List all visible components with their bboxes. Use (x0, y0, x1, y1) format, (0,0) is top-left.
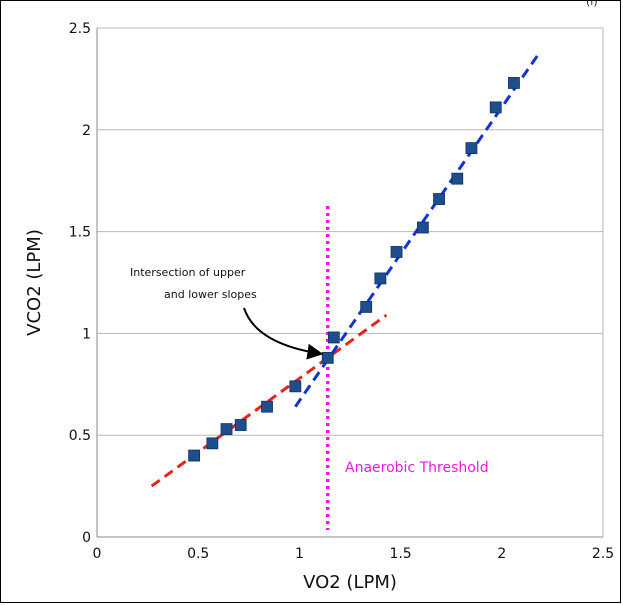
x-tick-label: 0.5 (187, 546, 209, 562)
data-point (508, 77, 520, 89)
grid (97, 27, 603, 436)
annotation-label: Intersection of upper (130, 266, 246, 279)
data-point (261, 400, 273, 413)
data-point (206, 437, 219, 450)
annotations: Intersection of upper and lower slopes Ana… (130, 266, 489, 476)
data-point (188, 449, 201, 462)
data-point (374, 272, 387, 285)
data-point (327, 331, 340, 344)
y-tick-label: 0 (82, 530, 91, 546)
annotation-label: and lower slopes (164, 288, 257, 301)
threshold-label: Anaerobic Threshold (345, 460, 489, 476)
y-tick-label: 0.5 (69, 428, 91, 444)
data-point (321, 351, 334, 364)
x-tick-label: 0 (93, 546, 102, 562)
data-point (489, 101, 502, 114)
y-tick-label: 2 (82, 123, 91, 139)
data-point (390, 246, 403, 258)
data-point (465, 142, 478, 155)
data-points (188, 77, 520, 462)
data-point (234, 419, 247, 431)
x-tick-label: 1 (295, 546, 304, 562)
y-axis-title: VCO2 (LPM) (24, 229, 45, 336)
data-point (433, 193, 445, 205)
corner-mark: (i) (586, 0, 598, 8)
x-tick-label: 1.5 (389, 546, 411, 562)
tick-labels: 0 0.5 1 1.5 2 2.5 0 0.5 1 1.5 2 2.5 (69, 21, 614, 562)
data-point (451, 172, 464, 185)
y-tick-label: 1 (82, 326, 91, 342)
x-tick-label: 2 (497, 546, 506, 562)
axes (96, 28, 604, 538)
data-point (360, 301, 373, 313)
x-axis-title: VO2 (LPM) (303, 572, 397, 593)
data-point (289, 380, 302, 393)
annotation-arrow (243, 307, 324, 360)
data-point (416, 221, 429, 234)
data-point (220, 423, 233, 435)
y-tick-label: 2.5 (69, 21, 91, 37)
x-tick-label: 2.5 (592, 546, 614, 562)
y-tick-label: 1.5 (69, 225, 91, 241)
